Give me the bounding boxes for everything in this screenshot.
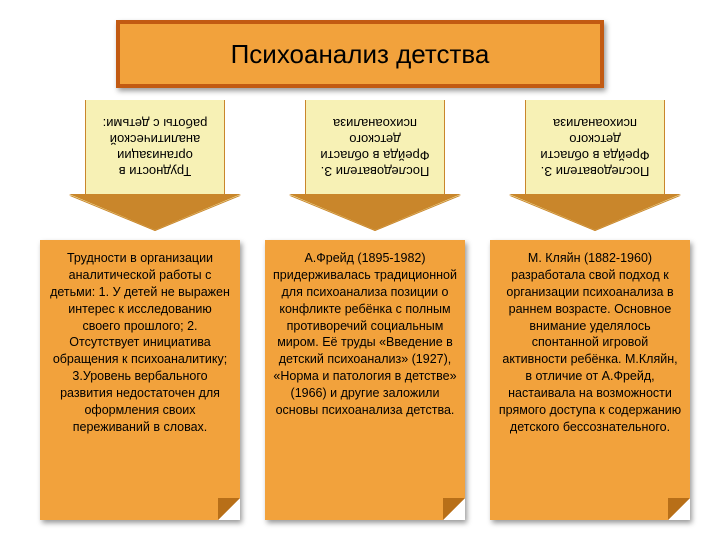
arrow-tip-icon — [290, 195, 460, 230]
slide-title-text: Психоанализ детства — [231, 39, 490, 70]
slide-title: Психоанализ детства — [116, 20, 604, 88]
arrow-tip-icon — [510, 195, 680, 230]
note-text-1: Трудности в организации аналитической ра… — [50, 251, 230, 434]
arrow-block-2: Последователи З. Фрейда в области детско… — [290, 100, 460, 230]
arrow-block-1: Трудности в организации аналитической ра… — [70, 100, 240, 230]
arrow-label-3: Последователи З. Фрейда в области детско… — [525, 100, 665, 195]
note-text-3: М. Кляйн (1882-1960) разработала свой по… — [499, 251, 681, 434]
arrow-tip-icon — [70, 195, 240, 230]
arrow-block-3: Последователи З. Фрейда в области детско… — [510, 100, 680, 230]
note-card-1: Трудности в организации аналитической ра… — [40, 240, 240, 520]
note-text-2: А.Фрейд (1895-1982) придерживалась тради… — [273, 251, 457, 417]
page-fold-icon — [218, 498, 240, 520]
note-card-2: А.Фрейд (1895-1982) придерживалась тради… — [265, 240, 465, 520]
note-card-3: М. Кляйн (1882-1960) разработала свой по… — [490, 240, 690, 520]
arrow-label-2: Последователи З. Фрейда в области детско… — [305, 100, 445, 195]
page-fold-icon — [443, 498, 465, 520]
page-fold-icon — [668, 498, 690, 520]
arrow-label-1: Трудности в организации аналитической ра… — [85, 100, 225, 195]
